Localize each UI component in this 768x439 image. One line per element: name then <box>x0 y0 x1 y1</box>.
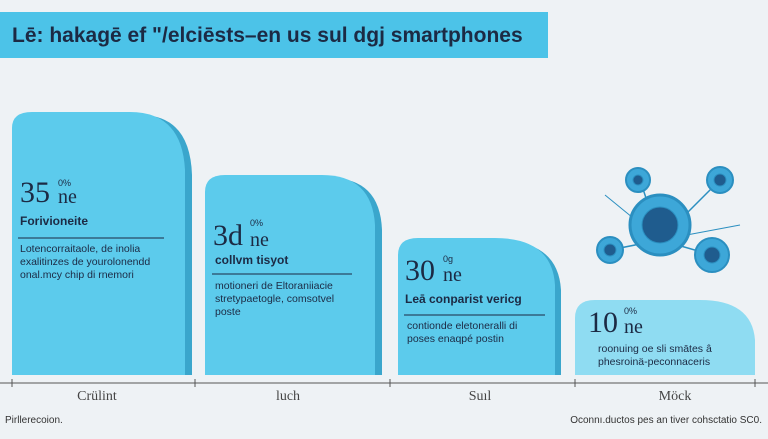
card <box>12 112 185 375</box>
card-value-sup: 0% <box>624 306 637 316</box>
card-value-sup: 0g <box>443 254 453 264</box>
card-value: 3d <box>213 219 243 252</box>
axis-ticks <box>11 379 756 387</box>
card-value-unit: ne <box>250 229 269 251</box>
card-line: poste <box>215 306 241 318</box>
card-heading: Forivioneite <box>20 214 88 228</box>
card-line: poses enaqpé postin <box>407 333 504 345</box>
card-line: onal.mcy chip di rnemori <box>20 269 134 281</box>
axis-label: Crülint <box>77 389 117 404</box>
axis-label: luch <box>276 389 300 404</box>
cards <box>12 112 755 375</box>
card-line: exalitinzes de yourolonendd <box>20 256 150 268</box>
footer-right: Oconnı.ductos pes an tiver cohsctatio SC… <box>570 415 762 426</box>
title-banner <box>0 12 548 58</box>
card-value-unit: ne <box>58 186 77 208</box>
card-heading: Leā conparist vericg <box>405 292 522 306</box>
card-line: Lotencorraitaole, de inolia <box>20 243 140 255</box>
card <box>398 238 555 375</box>
footer-left: Pirllerecoion. <box>5 415 63 426</box>
axis-label: Möck <box>659 389 692 404</box>
card-value: 10 <box>588 306 618 339</box>
card-line: stretypaetogle, comsotvel <box>215 293 334 305</box>
card-value-sup: 0% <box>250 218 263 228</box>
card-value-unit: ne <box>624 316 643 338</box>
card <box>575 300 755 375</box>
card-line: roonuing oe sli smātes â <box>598 343 712 355</box>
card-value: 35 <box>20 176 50 209</box>
card-line: phesroinä-peconnaceris <box>598 356 710 368</box>
card <box>205 175 375 375</box>
axis-label: Suıl <box>469 389 492 404</box>
card-line: motioneri de Eltoraniiacie <box>215 280 333 292</box>
virus-illustration <box>596 166 741 273</box>
card-value: 30 <box>405 254 435 287</box>
card-value-unit: ne <box>443 264 462 286</box>
card-line: contionde eletoneralli di <box>407 320 517 332</box>
title: Lē: hakagē ef ʺ/elciēsts–en us sul dgj s… <box>12 24 523 47</box>
card-value-sup: 0% <box>58 178 71 188</box>
card-heading: collvm tisyot <box>215 253 288 267</box>
